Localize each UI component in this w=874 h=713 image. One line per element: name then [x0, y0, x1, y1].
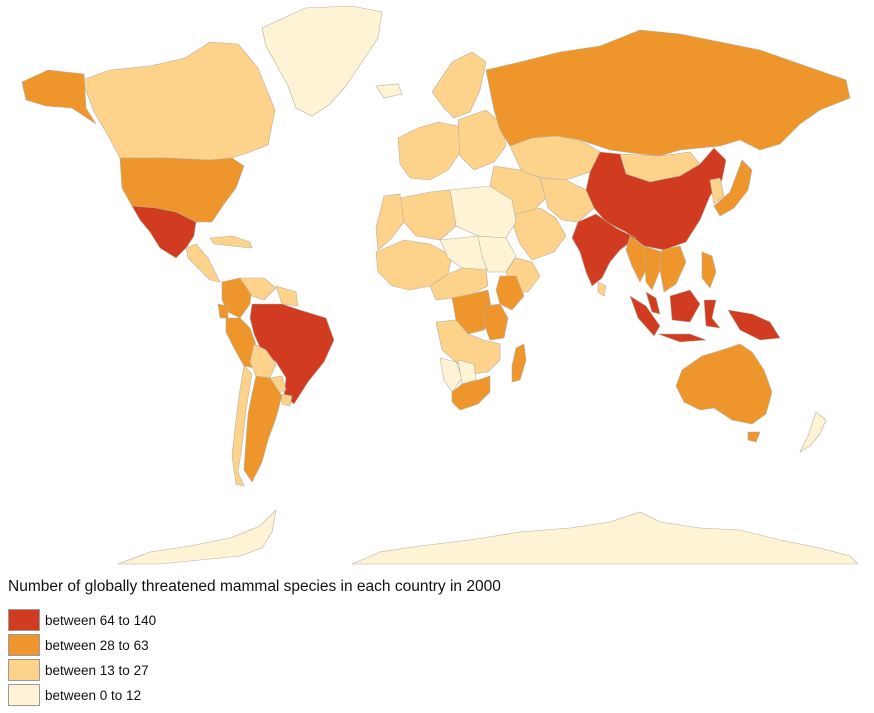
- region-thailand: Thailand: [643, 245, 663, 291]
- region-south-africa: South Africa: [451, 375, 491, 411]
- legend-item: between 28 to 63: [8, 633, 868, 657]
- legend-label: between 64 to 140: [45, 612, 157, 628]
- legend-title: Number of globally threatened mammal spe…: [8, 578, 501, 595]
- region-iran: Iran: [539, 177, 595, 223]
- legend-item: between 13 to 27: [8, 658, 868, 682]
- region-southern-africa: Southern Africa: [435, 319, 501, 375]
- region-sumatra: Sumatra: [629, 295, 661, 337]
- region-china: China: [585, 147, 727, 251]
- region-iceland: Iceland: [375, 83, 403, 99]
- region-botswana: Botswana: [457, 359, 477, 385]
- region-new-guinea: New Guinea: [727, 309, 781, 341]
- region-morocco: Morocco: [375, 193, 405, 251]
- region-greenland: Greenland: [261, 5, 383, 117]
- region-madagascar: Madagascar: [511, 343, 527, 383]
- region-argentina: Argentina: [243, 375, 283, 483]
- region-libya-egypt: Libya and Egypt: [449, 185, 517, 239]
- region-borneo: Borneo: [669, 289, 701, 323]
- legend-swatch: [8, 659, 40, 681]
- legend-label: between 13 to 27: [45, 662, 149, 678]
- region-venezuela: Venezuela: [239, 277, 277, 301]
- region-namibia: Namibia: [439, 357, 463, 393]
- region-eastern-europe: Eastern Europe: [457, 109, 507, 171]
- region-central-africa: Central Africa: [429, 267, 489, 301]
- region-western-europe: Western Europe: [397, 121, 463, 181]
- region-japan: Japan: [713, 159, 753, 217]
- region-malaysia: Malaysia: [645, 291, 661, 315]
- region-java: Java: [657, 333, 707, 343]
- region-tasmania: Tasmania: [747, 431, 761, 443]
- map-legend: Number of globally threatened mammal spe…: [8, 578, 868, 708]
- legend-item: between 64 to 140: [8, 608, 868, 632]
- region-kenya: Kenya: [495, 275, 525, 311]
- region-antarctica: Antarctica: [351, 511, 859, 565]
- legend-item: between 0 to 12: [8, 683, 868, 707]
- region-sulawesi: Sulawesi: [703, 299, 721, 329]
- region-sri-lanka: Sri Lanka: [597, 281, 607, 297]
- region-india: India: [571, 213, 637, 287]
- region-brazil: Brazil: [249, 303, 335, 405]
- region-guianas: Guianas: [275, 285, 299, 307]
- region-ecuador: Ecuador: [217, 303, 229, 319]
- region-algeria: Algeria: [399, 189, 457, 241]
- region-antarctic-peninsula: Antarctic Peninsula: [117, 509, 277, 565]
- region-arabian-peninsula: Arabian Peninsula: [513, 207, 567, 261]
- region-indochina: Indochina: [659, 245, 687, 293]
- region-philippines: Philippines: [701, 251, 717, 289]
- region-tanzania: Tanzania: [483, 303, 509, 341]
- region-uruguay: Uruguay: [281, 393, 293, 407]
- region-alaska: Alaska: [21, 69, 97, 125]
- region-scandinavia: Scandinavia: [431, 51, 487, 119]
- legend-label: between 28 to 63: [45, 637, 149, 653]
- region-australia: Australia: [675, 343, 773, 425]
- legend-swatch: [8, 609, 40, 631]
- region-canada: Canada: [81, 41, 276, 161]
- region-korea: Korea: [709, 177, 725, 205]
- legend-swatch: [8, 684, 40, 706]
- region-central-america: Central America: [185, 243, 221, 283]
- world-choropleth-map: Greenland Canada Alaska United States Me…: [21, 5, 859, 565]
- legend-swatch: [8, 634, 40, 656]
- legend-label: between 0 to 12: [45, 687, 142, 703]
- region-caribbean: Caribbean: [209, 235, 253, 249]
- world-map-area: Greenland Canada Alaska United States Me…: [21, 5, 859, 565]
- region-chile: Chile: [231, 365, 253, 487]
- region-new-zealand: New Zealand: [799, 411, 827, 453]
